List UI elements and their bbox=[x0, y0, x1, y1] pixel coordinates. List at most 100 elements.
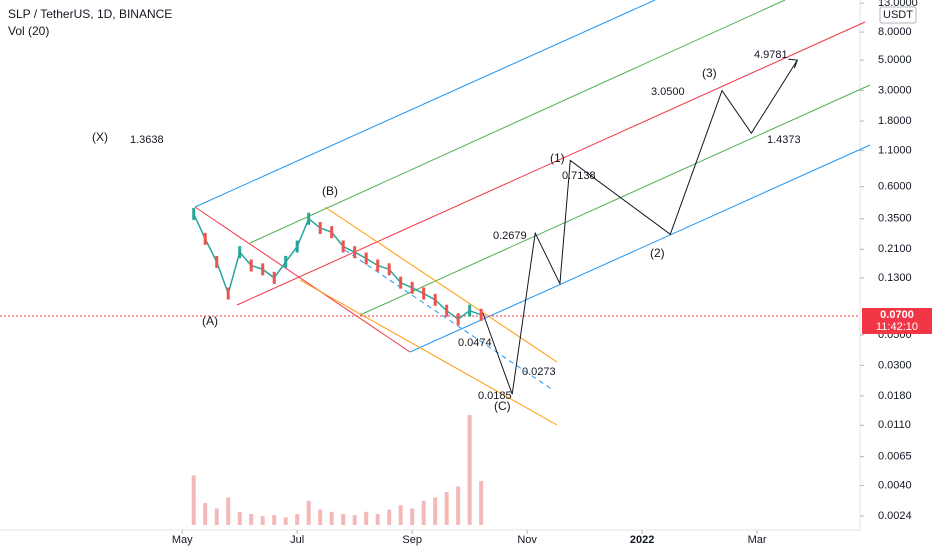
y-tick-label: 0.0040 bbox=[878, 479, 912, 491]
currency-box[interactable] bbox=[879, 6, 917, 24]
wave-path bbox=[482, 59, 798, 395]
candle bbox=[399, 276, 403, 289]
volume-bar bbox=[226, 497, 231, 525]
y-tick-label: 0.0180 bbox=[878, 390, 912, 402]
annotation: 1.4373 bbox=[767, 134, 801, 146]
candle bbox=[192, 207, 196, 220]
pitchfork-upper bbox=[194, 0, 656, 208]
volume-bar bbox=[272, 515, 277, 525]
volume-bar bbox=[479, 481, 484, 525]
volume-bar bbox=[410, 508, 415, 525]
channel-upper bbox=[324, 206, 558, 363]
candle bbox=[203, 232, 207, 245]
x-tick-label: Sep bbox=[402, 534, 422, 546]
annotation: (X) bbox=[92, 130, 108, 144]
x-tick-label: Jul bbox=[290, 534, 304, 546]
y-tick-label: 5.0000 bbox=[878, 54, 912, 66]
indicator-label: Vol (20) bbox=[8, 24, 49, 38]
volume-bar bbox=[191, 475, 196, 525]
volume-bar bbox=[341, 514, 346, 525]
channel-lower bbox=[299, 279, 558, 426]
y-tick-label: 13.0000 bbox=[878, 0, 918, 9]
y-tick-label: 0.0300 bbox=[878, 359, 912, 371]
volume-bar bbox=[318, 509, 323, 525]
volume-bar bbox=[329, 511, 334, 525]
candle bbox=[318, 221, 322, 234]
y-tick-label: 3.0000 bbox=[878, 85, 912, 97]
volume-bar bbox=[421, 500, 426, 525]
candle bbox=[226, 287, 230, 300]
candle bbox=[387, 263, 391, 276]
volume-bar bbox=[237, 511, 242, 525]
volume-bar bbox=[352, 515, 357, 525]
volume-bar bbox=[364, 511, 369, 525]
annotation: 0.0273 bbox=[522, 366, 556, 378]
candle bbox=[341, 240, 345, 253]
candle bbox=[238, 246, 242, 259]
candle bbox=[307, 212, 311, 225]
currency[interactable]: USDT bbox=[883, 9, 913, 21]
pitchfork bbox=[194, 0, 871, 426]
annotation: 0.2679 bbox=[493, 230, 527, 242]
volume-bar bbox=[295, 514, 300, 525]
candle bbox=[468, 304, 472, 317]
y-tick-label: 1.1000 bbox=[878, 144, 912, 156]
candle bbox=[261, 263, 265, 276]
annotation: 4.9781 bbox=[754, 49, 788, 61]
annotation: (C) bbox=[494, 399, 511, 413]
annotation: 0.7138 bbox=[562, 170, 596, 182]
y-tick-label: 8.0000 bbox=[878, 26, 912, 38]
x-tick-label: Nov bbox=[517, 534, 537, 546]
y-tick-label: 0.6000 bbox=[878, 181, 912, 193]
x-tick-label: 2022 bbox=[630, 534, 654, 546]
last-price-box bbox=[862, 308, 932, 334]
candle bbox=[445, 304, 449, 317]
candle bbox=[479, 308, 483, 321]
pitchfork-lower bbox=[409, 144, 871, 353]
y-tick-label: 0.3500 bbox=[878, 213, 912, 225]
candle bbox=[295, 240, 299, 253]
candle bbox=[215, 255, 219, 268]
candle bbox=[353, 246, 357, 259]
volume-bar bbox=[203, 503, 208, 525]
annotation: 0.0185 bbox=[478, 390, 512, 402]
volume-bar bbox=[433, 497, 438, 525]
volume-bar bbox=[387, 509, 392, 525]
candle bbox=[364, 252, 368, 265]
candle bbox=[284, 255, 288, 268]
annotation: (B) bbox=[322, 184, 338, 198]
y-tick-label: 0.1300 bbox=[878, 272, 912, 284]
countdown: 11:42:10 bbox=[876, 321, 918, 333]
volume-bar bbox=[456, 486, 461, 525]
price-line bbox=[193, 213, 482, 321]
volume-bar bbox=[467, 415, 472, 525]
chart-title: SLP / TetherUS, 1D, BINANCE bbox=[8, 7, 172, 21]
pitchfork-median bbox=[236, 21, 866, 306]
volume-bar bbox=[260, 516, 265, 525]
volume-bar bbox=[249, 514, 254, 525]
annotation: (3) bbox=[702, 66, 717, 80]
volume-bar bbox=[214, 508, 219, 525]
last-price: 0.0700 bbox=[880, 309, 914, 321]
pitchfork-inner-lower bbox=[359, 84, 871, 316]
annotation: 1.3638 bbox=[130, 134, 164, 146]
arrow-head bbox=[788, 58, 799, 69]
channel-mid bbox=[344, 249, 554, 391]
annotation: 0.0474 bbox=[458, 337, 492, 349]
candle bbox=[376, 259, 380, 272]
candle bbox=[330, 226, 334, 239]
candle bbox=[433, 293, 437, 306]
volume-bar bbox=[375, 514, 380, 525]
pitchfork-handle bbox=[194, 206, 411, 353]
volume-bar bbox=[398, 505, 403, 525]
volume-bar bbox=[444, 492, 449, 525]
x-tick-label: May bbox=[172, 534, 193, 546]
candle bbox=[456, 313, 460, 326]
y-tick-label: 0.2100 bbox=[878, 243, 912, 255]
pitchfork-inner-upper bbox=[249, 0, 786, 244]
annotation: (A) bbox=[202, 314, 218, 328]
y-tick-label: 0.0065 bbox=[878, 451, 912, 463]
candle bbox=[410, 281, 414, 294]
candle bbox=[422, 287, 426, 300]
